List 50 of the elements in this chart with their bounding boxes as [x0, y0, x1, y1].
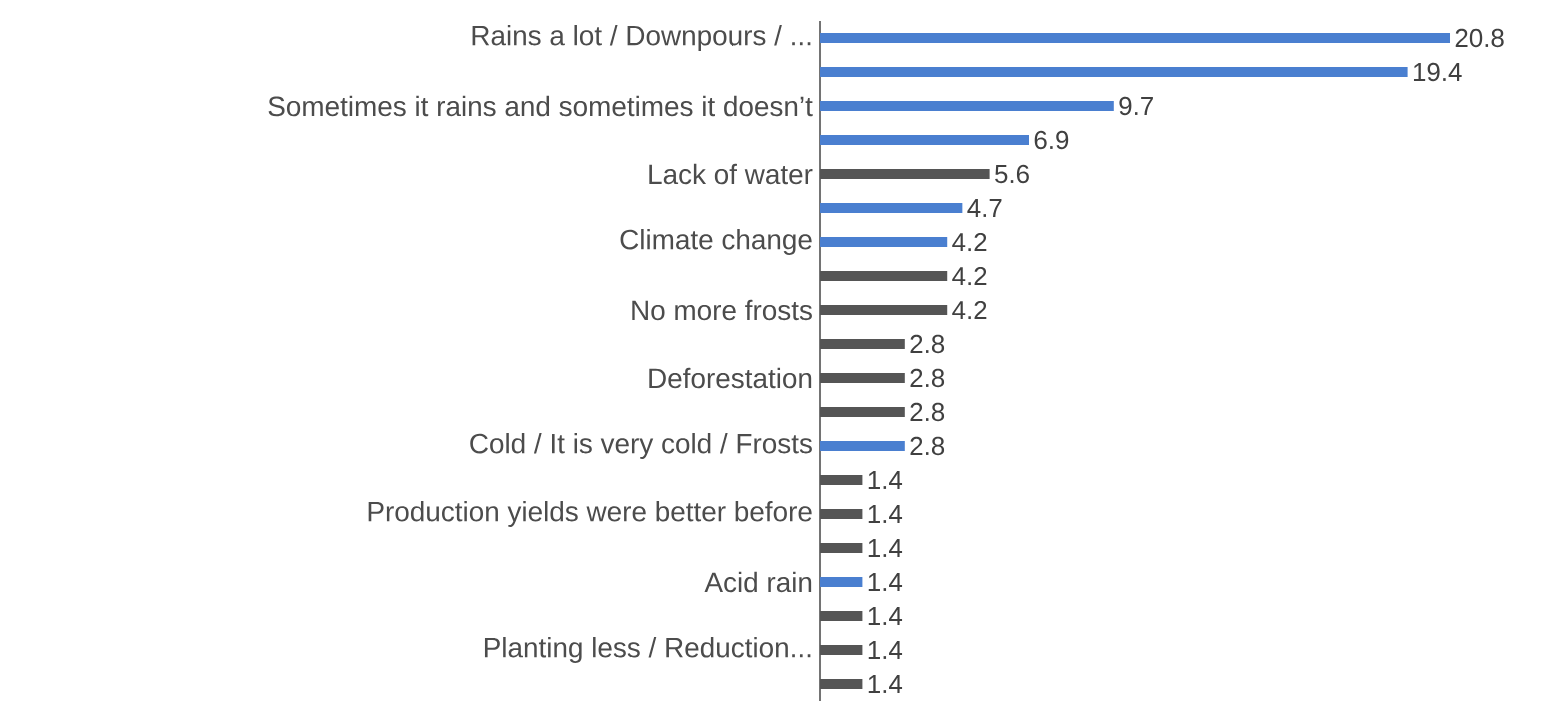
bar — [820, 475, 863, 486]
y-tick-label: Acid rain — [704, 571, 812, 593]
data-label: 1.4 — [868, 607, 903, 625]
y-tick-label: Rains a lot / Downpours / ... — [472, 24, 811, 51]
data-label: 2.8 — [910, 402, 945, 422]
bar — [820, 169, 990, 179]
bar — [820, 67, 1408, 77]
data-label: 4.2 — [952, 300, 987, 320]
y-tick-label: Climate change — [620, 229, 812, 255]
bar — [820, 33, 1451, 43]
bar — [820, 645, 863, 656]
data-label: 4.2 — [952, 232, 987, 252]
y-tick-label: Lack of water — [649, 163, 813, 185]
data-label: 1.4 — [868, 539, 903, 557]
bar — [820, 577, 863, 588]
data-label: 1.4 — [868, 505, 903, 523]
data-label: 1.4 — [868, 471, 903, 489]
y-tick-label: Production yields were better before — [368, 501, 812, 527]
data-label: 1.4 — [868, 641, 903, 659]
bar — [820, 101, 1114, 111]
data-label: 19.4 — [1413, 62, 1462, 82]
bar — [820, 237, 948, 247]
y-tick-label: Cold / It is very cold / Frosts — [470, 433, 812, 459]
bar — [820, 679, 863, 690]
data-label: 1.4 — [868, 675, 903, 693]
y-tick-label: Deforestation — [649, 367, 812, 389]
data-label: 6.9 — [1034, 130, 1069, 150]
bar — [820, 271, 948, 281]
y-tick-label: No more frosts — [632, 299, 812, 321]
bar — [820, 373, 905, 384]
bar — [820, 135, 1029, 145]
y-tick-label: Sometimes it rains and sometimes it doesn’t — [268, 95, 813, 117]
data-label: 20.8 — [1455, 28, 1504, 48]
bar — [820, 407, 905, 418]
bar — [820, 305, 948, 315]
data-label: 5.6 — [995, 164, 1029, 184]
data-label: 4.2 — [952, 266, 987, 286]
bar — [820, 509, 863, 520]
data-label: 2.8 — [910, 334, 945, 354]
bar — [820, 441, 905, 452]
y-tick-label: Planting less / Reduction... — [484, 637, 811, 663]
data-label: 2.8 — [910, 368, 945, 388]
bar — [820, 339, 905, 350]
bar — [820, 611, 863, 622]
data-label: 2.8 — [910, 436, 945, 456]
data-label: 1.4 — [868, 573, 903, 591]
data-label: 4.7 — [967, 199, 1002, 217]
data-label: 9.7 — [1119, 96, 1153, 116]
bar — [820, 203, 963, 213]
bar — [820, 543, 863, 554]
